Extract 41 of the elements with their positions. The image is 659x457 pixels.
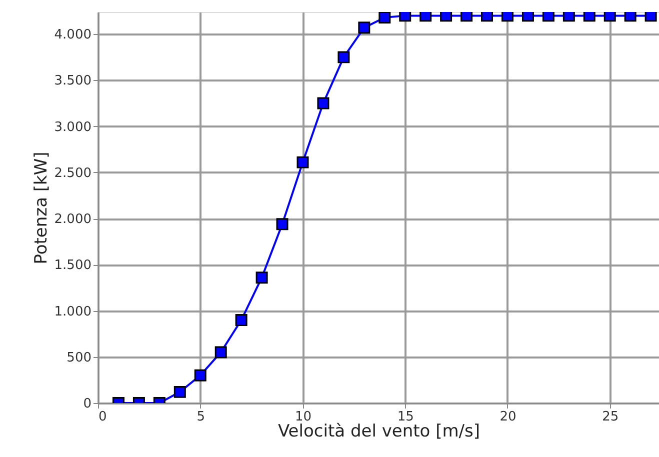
point	[276, 218, 288, 230]
point	[317, 97, 330, 110]
x-axis-title: Velocità del vento [m/s]	[278, 422, 480, 442]
point	[562, 12, 575, 22]
point	[358, 22, 370, 34]
point	[214, 346, 227, 358]
x-tick-label: 10	[294, 410, 312, 424]
point	[378, 12, 391, 24]
y-tick-label: 500	[66, 350, 92, 366]
x-tick-label: 5	[196, 410, 206, 424]
point	[460, 12, 473, 22]
point	[256, 272, 268, 284]
point	[522, 12, 534, 22]
point	[604, 12, 616, 22]
x-tick-label: 25	[602, 410, 619, 424]
point	[644, 12, 657, 22]
x-tick-label: 15	[397, 410, 414, 424]
point	[174, 386, 186, 398]
point	[399, 12, 412, 22]
point	[624, 12, 636, 22]
point	[296, 156, 309, 168]
y-tick-label: 0	[83, 396, 92, 412]
point	[501, 12, 514, 22]
y-tick-label: 1.500	[54, 258, 92, 274]
x-tick-label: 0	[98, 410, 107, 424]
point	[235, 314, 248, 326]
point	[481, 12, 494, 22]
point	[542, 12, 554, 22]
point	[440, 12, 452, 22]
x-tick-label: 20	[500, 410, 516, 424]
y-axis-title: Potenza [kW]	[31, 152, 52, 264]
point	[420, 12, 432, 22]
point	[583, 12, 596, 22]
point	[194, 369, 206, 382]
y-tick-label: 2.000	[54, 212, 92, 228]
point	[338, 51, 350, 64]
y-tick-label: 3.000	[54, 120, 92, 135]
y-tick-label: 4.000	[54, 28, 92, 43]
y-tick-label: 2.500	[54, 166, 92, 181]
y-tick-label: 1.000	[54, 304, 92, 320]
y-tick-label: 3.500	[54, 74, 92, 89]
